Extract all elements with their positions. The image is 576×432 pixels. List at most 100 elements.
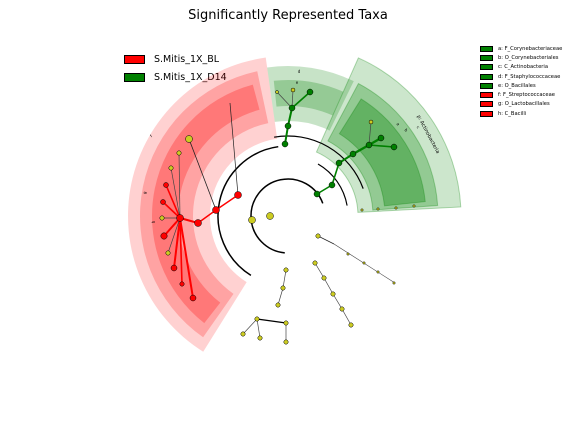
tree-node [165, 250, 171, 256]
tree-node [284, 122, 292, 130]
tree-edge [332, 293, 343, 310]
taxa-legend-label: d: F_Staphylococcaceae [498, 73, 561, 80]
tree-edge [178, 152, 181, 219]
tree-node [394, 206, 398, 210]
tree-node [194, 219, 202, 227]
taxa-swatch [480, 101, 493, 108]
tree-edge [163, 217, 181, 237]
tree-node [170, 264, 178, 272]
tree-edge [215, 194, 239, 211]
green-clade-sector [338, 98, 426, 207]
tree-node [185, 135, 193, 143]
tree-node [163, 182, 169, 188]
clade-label: c [416, 125, 421, 130]
tree-edge [323, 277, 334, 295]
tree-node [346, 252, 350, 256]
tree-edge [162, 201, 181, 219]
taxa-legend-label: h: C_Bacilli [498, 110, 527, 117]
clade-label: h [151, 220, 156, 223]
group-legend: S.Mitis_1X_BL S.Mitis_1X_D14 [124, 51, 227, 87]
tree-node [212, 206, 220, 214]
tree-node [349, 150, 357, 158]
tree-node [248, 216, 256, 224]
tree-nodes [159, 87, 416, 345]
tree-node [412, 204, 416, 208]
taxa-swatch [480, 54, 493, 61]
green-clade-sector [267, 66, 354, 131]
tree-edge [256, 318, 261, 339]
tree-edge [368, 121, 372, 146]
tree-node [306, 88, 314, 96]
legend-item-group-bl: S.Mitis_1X_BL [124, 51, 227, 67]
tree-edge [242, 318, 258, 335]
tree-node [168, 165, 174, 171]
legend-label: S.Mitis_1X_BL [154, 53, 220, 65]
tree-arc [217, 145, 279, 276]
taxa-legend-label: f: F_Streptococcaceae [498, 92, 555, 99]
tree-node [328, 181, 336, 189]
tree-node [159, 215, 165, 221]
legend-label: S.Mitis_1X_D14 [154, 71, 227, 83]
tree-edge [167, 217, 181, 254]
taxa-legend-item: f: F_Streptococcaceae [480, 90, 562, 99]
clade-label: b [403, 128, 409, 133]
tree-node [313, 190, 321, 198]
tree-node [280, 285, 286, 291]
taxa-legend-item: e: O_Bacillales [480, 81, 562, 90]
tree-node [283, 267, 289, 273]
tree-node [254, 316, 260, 322]
tree-edge [317, 235, 335, 245]
tree-node [315, 233, 321, 239]
tree-edge [277, 287, 284, 306]
tree-arc [274, 135, 364, 189]
taxa-swatch [480, 110, 493, 117]
clade-label: f [149, 133, 154, 138]
tree-edge [291, 91, 311, 109]
tree-edge [314, 262, 325, 279]
clade-label: d [298, 69, 301, 74]
red-clade-sector [152, 84, 260, 324]
tree-node [266, 212, 274, 220]
tree-node [288, 104, 296, 112]
tree-node [377, 134, 385, 142]
tree-arc [250, 178, 324, 254]
taxa-legend-item: c: C_Actinobacteria [480, 63, 562, 72]
tree-node [321, 275, 327, 281]
tree-edge [173, 217, 181, 269]
tree-node [390, 143, 398, 151]
red-clade-sector [140, 71, 269, 338]
taxa-legend-label: c: C_Actinobacteria [498, 64, 549, 71]
tree-node [179, 281, 185, 287]
taxa-legend-label: b: O_Corynebacteriales [498, 54, 559, 61]
taxa-legend-item: h: C_Bacilli [480, 109, 562, 118]
taxa-legend-item: a: F_Corynebacteriaceae [480, 44, 562, 53]
chart-title: Significantly Represented Taxa [188, 8, 388, 23]
tree-node [330, 291, 336, 297]
tree-edge [170, 167, 181, 219]
tree-node [257, 335, 263, 341]
tree-edge [165, 184, 181, 219]
tree-node [376, 270, 380, 274]
taxa-legend: a: F_Corynebacteriaceae b: O_Corynebacte… [480, 44, 562, 118]
tree-node [234, 191, 242, 199]
tree-node [283, 339, 289, 345]
clade-label: a [395, 121, 401, 127]
tree-node [240, 331, 246, 337]
tree-node [281, 140, 289, 148]
tree-node [360, 208, 364, 212]
taxa-legend-item: g: O_Lactobacillales [480, 100, 562, 109]
legend-swatch-red [124, 54, 145, 64]
tree-edge [331, 162, 340, 186]
tree-node [283, 320, 289, 326]
tree-node [339, 306, 345, 312]
tree-edge [282, 269, 287, 289]
tree-node [176, 150, 182, 156]
tree-node [176, 214, 184, 222]
red-clade-sector [128, 57, 278, 352]
tree-node [392, 281, 396, 285]
tree-node [365, 141, 373, 149]
tree-node [376, 207, 380, 211]
tree-edge [341, 308, 352, 326]
tree-node [275, 90, 279, 94]
